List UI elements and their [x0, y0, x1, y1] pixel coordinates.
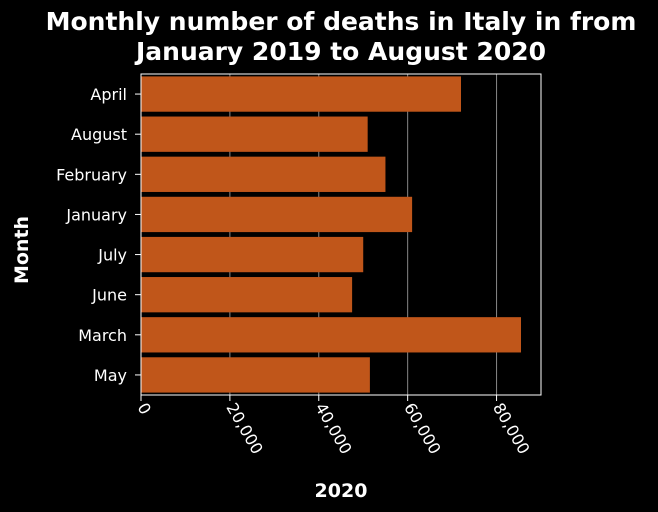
y-axis-ticks: April August February January July June March M… — [56, 85, 141, 385]
y-tick-label: January — [65, 205, 127, 224]
x-tick-label: 0 — [134, 400, 156, 418]
y-tick-label: June — [91, 286, 127, 305]
plot-frame — [140, 73, 542, 396]
bar-july — [141, 236, 364, 273]
y-tick-label: July — [97, 246, 127, 265]
bars — [141, 76, 521, 393]
bar-january — [141, 196, 413, 233]
chart-title-line-1: Monthly number of deaths in Italy in fro… — [46, 7, 637, 36]
y-axis-label: Month — [11, 216, 33, 284]
y-tick-label: May — [94, 366, 127, 385]
x-tick-label: 80,000 — [489, 400, 533, 458]
x-tick-label: 20,000 — [222, 400, 266, 458]
chart-title-line-2: January 2019 to August 2020 — [134, 37, 546, 66]
x-tick-label: 60,000 — [400, 400, 444, 458]
x-tick-label: 40,000 — [311, 400, 355, 458]
bar-august — [141, 116, 368, 152]
bar-march — [141, 317, 521, 353]
y-tick-label: March — [78, 326, 127, 345]
y-tick-label: April — [90, 85, 127, 104]
bar-june — [141, 277, 353, 313]
y-tick-label: February — [56, 165, 127, 184]
x-axis-ticks: 0 20,000 40,000 60,000 80,000 — [134, 395, 534, 457]
bar-april — [141, 76, 461, 112]
y-tick-label: August — [71, 125, 127, 144]
x-axis-label: 2020 — [315, 480, 368, 502]
bar-february — [141, 156, 386, 192]
bar-may — [141, 357, 370, 393]
